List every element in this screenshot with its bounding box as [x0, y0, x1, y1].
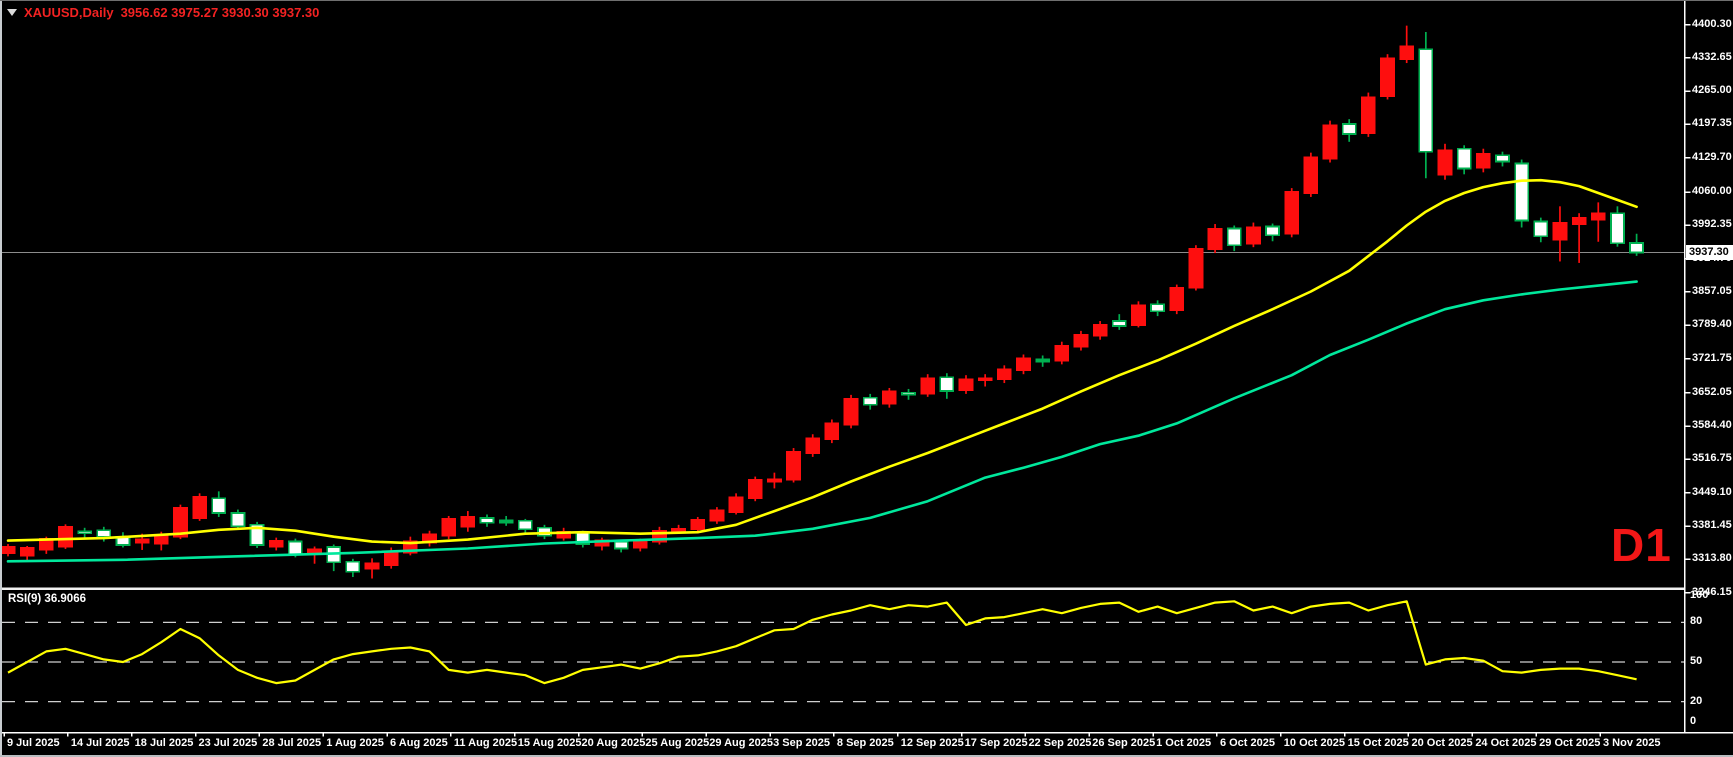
date-axis-label: 18 Jul 2025: [134, 737, 194, 749]
date-axis-label: 1 Aug 2025: [326, 737, 384, 749]
date-axis-label: 6 Aug 2025: [390, 737, 448, 749]
date-axis-label: 1 Oct 2025: [1156, 737, 1212, 749]
slow-ma-green-line: [6, 280, 1638, 563]
date-axis-label: 22 Sep 2025: [1028, 737, 1092, 749]
date-axis-label: 28 Jul 2025: [262, 737, 322, 749]
date-axis-label: 20 Oct 2025: [1411, 737, 1473, 749]
price-axis-label: 3449.10: [1692, 485, 1732, 498]
date-axis-label: 3 Sep 2025: [773, 737, 830, 749]
date-axis-label: 11 Aug 2025: [453, 737, 518, 749]
current-price-tag: 3937.30: [1686, 244, 1733, 260]
date-axis-label: 14 Jul 2025: [70, 737, 130, 749]
symbol-dropdown-icon[interactable]: [7, 9, 17, 16]
panel-divider[interactable]: [0, 585, 1684, 592]
chart-title: XAUUSD,Daily 3956.62 3975.27 3930.30 393…: [7, 5, 319, 20]
date-axis-label: 6 Oct 2025: [1219, 737, 1275, 749]
price-axis-label: 3246.15: [1692, 585, 1732, 598]
date-axis-label: 26 Sep 2025: [1092, 737, 1156, 749]
price-axis-label: 3584.40: [1692, 419, 1732, 432]
ohlc-values-label: 3956.62 3975.27 3930.30 3937.30: [120, 5, 320, 20]
date-axis-label: 24 Oct 2025: [1475, 737, 1537, 749]
rsi-axis-label: 50: [1690, 655, 1703, 667]
rsi-line: [7, 600, 1637, 685]
price-axis-label: 3789.40: [1692, 318, 1732, 331]
price-axis-label: 3313.80: [1692, 552, 1732, 565]
window-left-border: [0, 1, 2, 755]
price-axis-label: 3652.05: [1692, 385, 1732, 398]
price-axis-label: 3516.75: [1692, 452, 1732, 465]
price-axis-label: 3992.35: [1692, 218, 1732, 231]
date-axis-label: 10 Oct 2025: [1283, 737, 1345, 749]
price-axis-ticks: [1684, 23, 1691, 594]
date-axis-label: 15 Aug 2025: [517, 737, 582, 749]
fast-ma-yellow-line: [6, 178, 1638, 545]
date-axis-label: 25 Aug 2025: [645, 737, 710, 749]
price-axis-label: 3721.75: [1692, 351, 1732, 364]
price-axis-label: 4197.35: [1692, 117, 1732, 130]
price-axis-label: 4332.65: [1692, 50, 1732, 63]
rsi-axis-label: 100: [1690, 589, 1709, 601]
timeframe-watermark: D1: [1611, 519, 1672, 571]
price-axis-label: 3857.05: [1692, 284, 1732, 297]
date-axis-label: 20 Aug 2025: [581, 737, 646, 749]
price-axis-label: 3381.45: [1692, 519, 1732, 532]
rsi-indicator-label: RSI(9) 36.9066: [8, 593, 86, 605]
price-axis-label: 4060.00: [1692, 185, 1732, 198]
rsi-axis-label: 20: [1690, 694, 1703, 707]
price-axis-label: 4129.70: [1692, 150, 1732, 163]
rsi-levels: [2, 621, 1685, 703]
date-axis-label: 23 Jul 2025: [198, 737, 258, 749]
date-axis-label: 12 Sep 2025: [900, 737, 964, 749]
candles-layer: [0, 25, 1644, 579]
rsi-axis-label: 80: [1690, 615, 1703, 628]
date-axis-label: 9 Jul 2025: [7, 737, 60, 749]
date-axis-label: 8 Sep 2025: [836, 737, 894, 749]
date-axis-label: 29 Aug 2025: [709, 737, 774, 749]
rsi-axis-label: 0: [1690, 715, 1697, 727]
price-axis-label: 4400.30: [1692, 17, 1732, 30]
chart-plot-area[interactable]: [2, 1, 1684, 587]
symbol-period-label: XAUUSD,Daily: [24, 5, 114, 20]
date-axis-label: 17 Sep 2025: [964, 737, 1028, 749]
price-axis-label: 4265.00: [1692, 84, 1732, 97]
date-axis-label: 3 Nov 2025: [1603, 737, 1661, 749]
date-axis-label: 15 Oct 2025: [1347, 737, 1409, 749]
rsi-panel-area[interactable]: [2, 591, 1684, 732]
date-axis-label: 29 Oct 2025: [1539, 737, 1601, 749]
time-axis-ticks: [3, 732, 1601, 737]
